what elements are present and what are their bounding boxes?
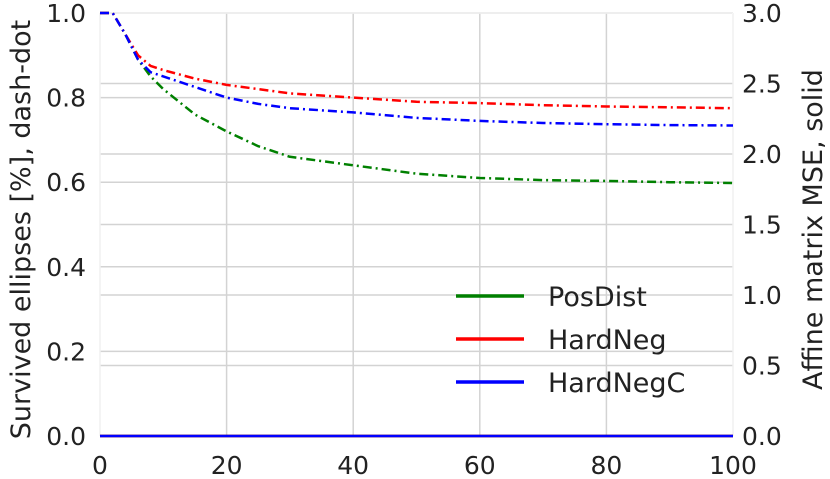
y-left-tick-label: 1.0 <box>46 0 86 28</box>
series-line-posdist-left <box>100 11 734 185</box>
y-right-tick-label: 0.0 <box>742 422 782 451</box>
legend-label: HardNeg <box>548 325 667 356</box>
y-right-tick-label: 0.5 <box>742 352 782 381</box>
y-right-tick-label: 1.5 <box>742 211 782 240</box>
y-right-tick-label: 2.0 <box>742 140 782 169</box>
y-axis-left-label: Survived ellipses [%], dash-dot <box>6 20 37 439</box>
y-left-tick-label: 0.0 <box>46 422 86 451</box>
y-left-tick-label: 0.4 <box>46 253 86 282</box>
legend-label: HardNegC <box>548 368 685 399</box>
x-tick-label: 0 <box>92 451 108 479</box>
series-layer <box>100 11 734 438</box>
series-line-hardnegc-left <box>100 11 734 127</box>
x-tick-label: 100 <box>709 451 757 479</box>
y-left-tick-label: 0.2 <box>46 337 86 366</box>
series-line-hardneg-left <box>100 11 734 110</box>
legend: PosDist HardNeg HardNegC <box>456 282 685 399</box>
x-tick-label: 40 <box>337 451 369 479</box>
y-right-tick-label: 3.0 <box>742 0 782 28</box>
x-tick-label: 80 <box>590 451 622 479</box>
legend-label: PosDist <box>548 282 647 313</box>
tick-labels: 0 20 40 60 80 1000.00.20.40.60.81.00.00.51.01… <box>46 0 782 479</box>
x-tick-label: 20 <box>211 451 243 479</box>
y-left-tick-label: 0.8 <box>46 84 86 113</box>
y-left-tick-label: 0.6 <box>46 168 86 197</box>
y-right-tick-label: 2.5 <box>742 70 782 99</box>
x-tick-label: 60 <box>464 451 496 479</box>
y-axis-right-label: Affine matrix MSE, solid <box>798 69 829 390</box>
y-right-tick-label: 1.0 <box>742 281 782 310</box>
